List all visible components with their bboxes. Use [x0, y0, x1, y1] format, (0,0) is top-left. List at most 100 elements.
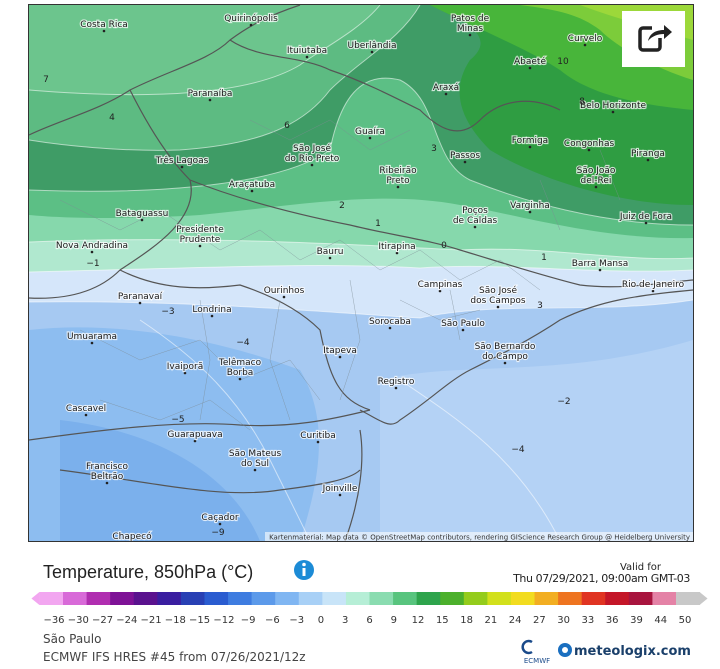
colorbar-tick-label: 27 — [533, 615, 546, 626]
place-dot — [138, 301, 142, 305]
contour-label: −3 — [161, 307, 174, 317]
place-dot — [463, 160, 467, 164]
place-dot — [218, 522, 222, 526]
colorbar-arrow-right — [699, 592, 708, 605]
place-dot — [253, 468, 257, 472]
place-dot — [131, 542, 134, 545]
colorbar-cell — [487, 592, 512, 605]
model-info: ECMWF IFS HRES #45 from 07/26/2021/12z — [43, 650, 306, 664]
place-label: Prudente — [180, 235, 221, 245]
place-label: Campinas — [418, 280, 463, 290]
colorbar-cell — [86, 592, 111, 605]
place-label: Abaeté — [514, 56, 546, 67]
colorbar-tick-label: −18 — [165, 615, 186, 626]
ecmwf-logo: ECMWF — [521, 639, 550, 665]
colorbar-tick-label: 0 — [318, 615, 324, 626]
place-label: São José — [293, 143, 331, 154]
colorbar-tick-label: 21 — [484, 615, 497, 626]
contour-label: 1 — [375, 219, 381, 229]
place-label: Minas — [457, 24, 483, 34]
title: Temperature, 850hPa (°C) — [43, 562, 253, 582]
place-dot — [193, 439, 197, 443]
contour-label: 1 — [541, 253, 547, 263]
contour-label: −4 — [236, 338, 250, 348]
colorbar-tick-label: 33 — [582, 615, 595, 626]
colorbar-cell — [652, 592, 677, 605]
colorbar-tick-label: 15 — [436, 615, 449, 626]
place-dot — [338, 493, 342, 497]
place-label: Presidente — [176, 225, 224, 235]
colorbar-cell — [628, 592, 653, 605]
info-icon[interactable] — [294, 560, 314, 580]
share-button[interactable] — [622, 11, 685, 67]
contour-label: 7 — [43, 75, 49, 85]
place-dot — [468, 33, 472, 37]
place-dot — [102, 29, 106, 33]
place-label: Bataguassu — [116, 209, 169, 219]
place-label: dos Campos — [470, 296, 526, 306]
place-dot — [105, 481, 109, 485]
valid-label: Valid for — [620, 562, 662, 573]
place-label: Bauru — [317, 247, 344, 257]
contour-label: 2 — [339, 201, 345, 211]
contour-label: 10 — [557, 57, 569, 67]
colorbar-cell — [180, 592, 205, 605]
place-label: do Sul — [241, 459, 269, 469]
place-label: Uberlândia — [348, 41, 397, 51]
colorbar-tick-label: 36 — [606, 615, 619, 626]
place-label: Itapeva — [323, 346, 357, 356]
colorbar-cell — [345, 592, 370, 605]
colorbar-tick-label: −21 — [141, 615, 162, 626]
colorbar-cell — [534, 592, 559, 605]
colorbar-cell — [298, 592, 323, 605]
place-dot — [611, 110, 615, 114]
colorbar-cell — [322, 592, 347, 605]
meteologix-logo[interactable]: meteologix.com — [558, 643, 691, 659]
place-label: Preto — [386, 176, 410, 186]
place-label: Ourinhos — [264, 286, 305, 296]
contour-label: −9 — [211, 528, 225, 538]
place-label: Telêmaco — [218, 357, 262, 368]
place-dot — [368, 136, 372, 140]
place-dot — [394, 386, 398, 390]
place-dot — [208, 98, 212, 102]
contour-label: 3 — [431, 144, 437, 154]
colorbar-cell — [440, 592, 465, 605]
place-label: del-Rei — [581, 176, 612, 186]
place-dot — [644, 221, 648, 225]
place-label: Guarapuava — [167, 430, 222, 440]
attribution: Kartenmaterial: Map data © OpenStreetMap… — [269, 534, 690, 542]
place-dot — [250, 189, 254, 193]
colorbar-tick-label: −15 — [189, 615, 210, 626]
colorbar-cell — [605, 592, 630, 605]
place-label: São Paulo — [441, 319, 485, 329]
colorbar-cell — [393, 592, 418, 605]
contour-label: 3 — [537, 301, 543, 311]
meteologix-text: meteologix.com — [574, 644, 691, 659]
colorbar-tick-label: −30 — [68, 615, 89, 626]
colorbar-cell — [157, 592, 182, 605]
place-dot — [316, 440, 320, 444]
place-label: Juiz de Fora — [619, 212, 672, 222]
colorbar: −36 −30 −27 −24 −21 −18 −15 −12 −9 −6 −3 0 3 6 9 12 15 18… — [31, 592, 708, 626]
place-label: São Bernardo — [475, 342, 536, 352]
place-dot — [473, 225, 477, 229]
place-label: Nova Andradina — [56, 241, 128, 251]
place-label: Araçatuba — [229, 180, 275, 190]
contour-label: −2 — [557, 397, 570, 407]
place-label: Francisco — [86, 462, 129, 472]
place-dot — [305, 55, 309, 59]
place-dot — [528, 66, 532, 70]
colorbar-tick-label: −3 — [289, 615, 304, 626]
valid-time: Thu 07/29/2021, 09:00am GMT-03 — [512, 572, 690, 585]
place-label: do Campo — [482, 352, 528, 362]
colorbar-tick-label: 50 — [679, 615, 692, 626]
place-dot — [395, 251, 399, 255]
contour-label: 0 — [441, 241, 447, 251]
place-dot — [249, 23, 253, 27]
colorbar-tick-label: 24 — [509, 615, 522, 626]
colorbar-cell — [675, 592, 701, 605]
colorbar-tick-label: −6 — [265, 615, 280, 626]
